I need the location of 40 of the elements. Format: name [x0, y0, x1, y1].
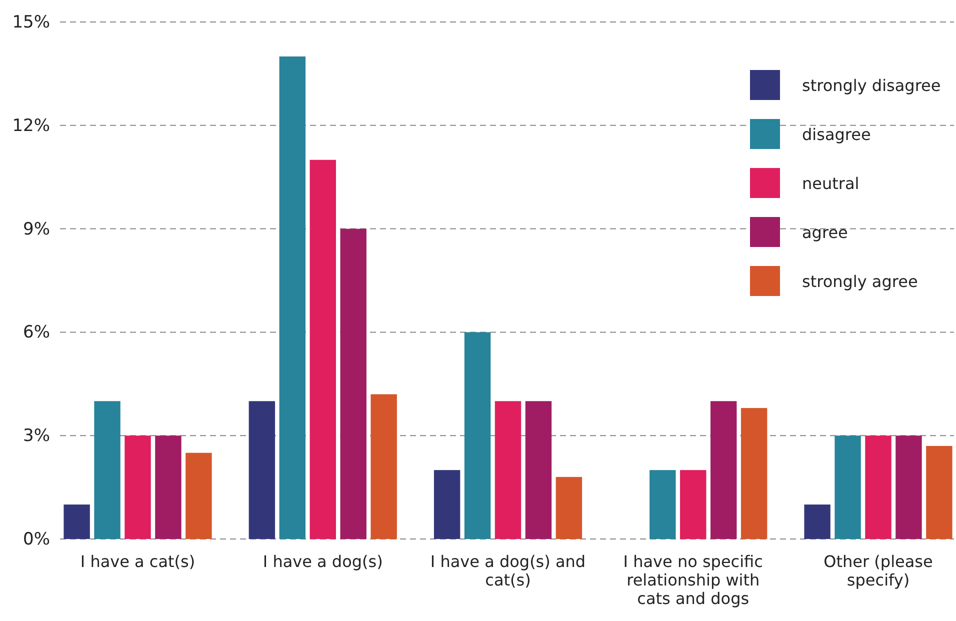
bar	[434, 470, 460, 539]
legend-label: strongly disagree	[802, 76, 941, 95]
bar	[310, 160, 336, 539]
bar	[248, 401, 276, 539]
bar	[370, 394, 397, 539]
legend-label: disagree	[802, 125, 871, 144]
bar	[650, 470, 676, 539]
bar	[556, 476, 582, 539]
legend-label: neutral	[802, 174, 860, 193]
bar	[525, 401, 552, 539]
bar	[124, 436, 151, 539]
bar	[804, 504, 830, 539]
y-tick-label: 15%	[12, 12, 50, 32]
bar	[186, 452, 212, 539]
bar	[926, 446, 952, 539]
y-tick-label: 12%	[12, 116, 50, 136]
y-tick-label: 6%	[23, 322, 50, 343]
legend-label: strongly agree	[802, 272, 918, 291]
x-tick-label: I have a dog(s)	[262, 552, 383, 571]
bar	[64, 504, 90, 539]
bar	[834, 436, 861, 539]
x-tick-label: I have a cat(s)	[80, 552, 196, 571]
bar	[680, 470, 706, 539]
y-tick-label: 0%	[23, 529, 50, 550]
bar	[865, 436, 892, 539]
y-tick-label: 3%	[23, 426, 50, 446]
bar	[896, 436, 922, 539]
x-tick-label: I have no specific relationship with cats and dogs	[623, 552, 763, 608]
y-tick-label: 9%	[23, 219, 50, 240]
bar	[340, 228, 366, 539]
bar	[94, 401, 120, 539]
bar	[279, 56, 306, 539]
bar	[494, 401, 522, 539]
x-tick-label: Other (please specify)	[824, 552, 933, 590]
bar	[740, 408, 768, 539]
bar	[464, 332, 491, 539]
bar	[710, 401, 737, 539]
x-tick-label: I have a dog(s) and cat(s)	[430, 552, 586, 590]
bar	[155, 436, 182, 539]
legend-label: agree	[802, 223, 848, 242]
